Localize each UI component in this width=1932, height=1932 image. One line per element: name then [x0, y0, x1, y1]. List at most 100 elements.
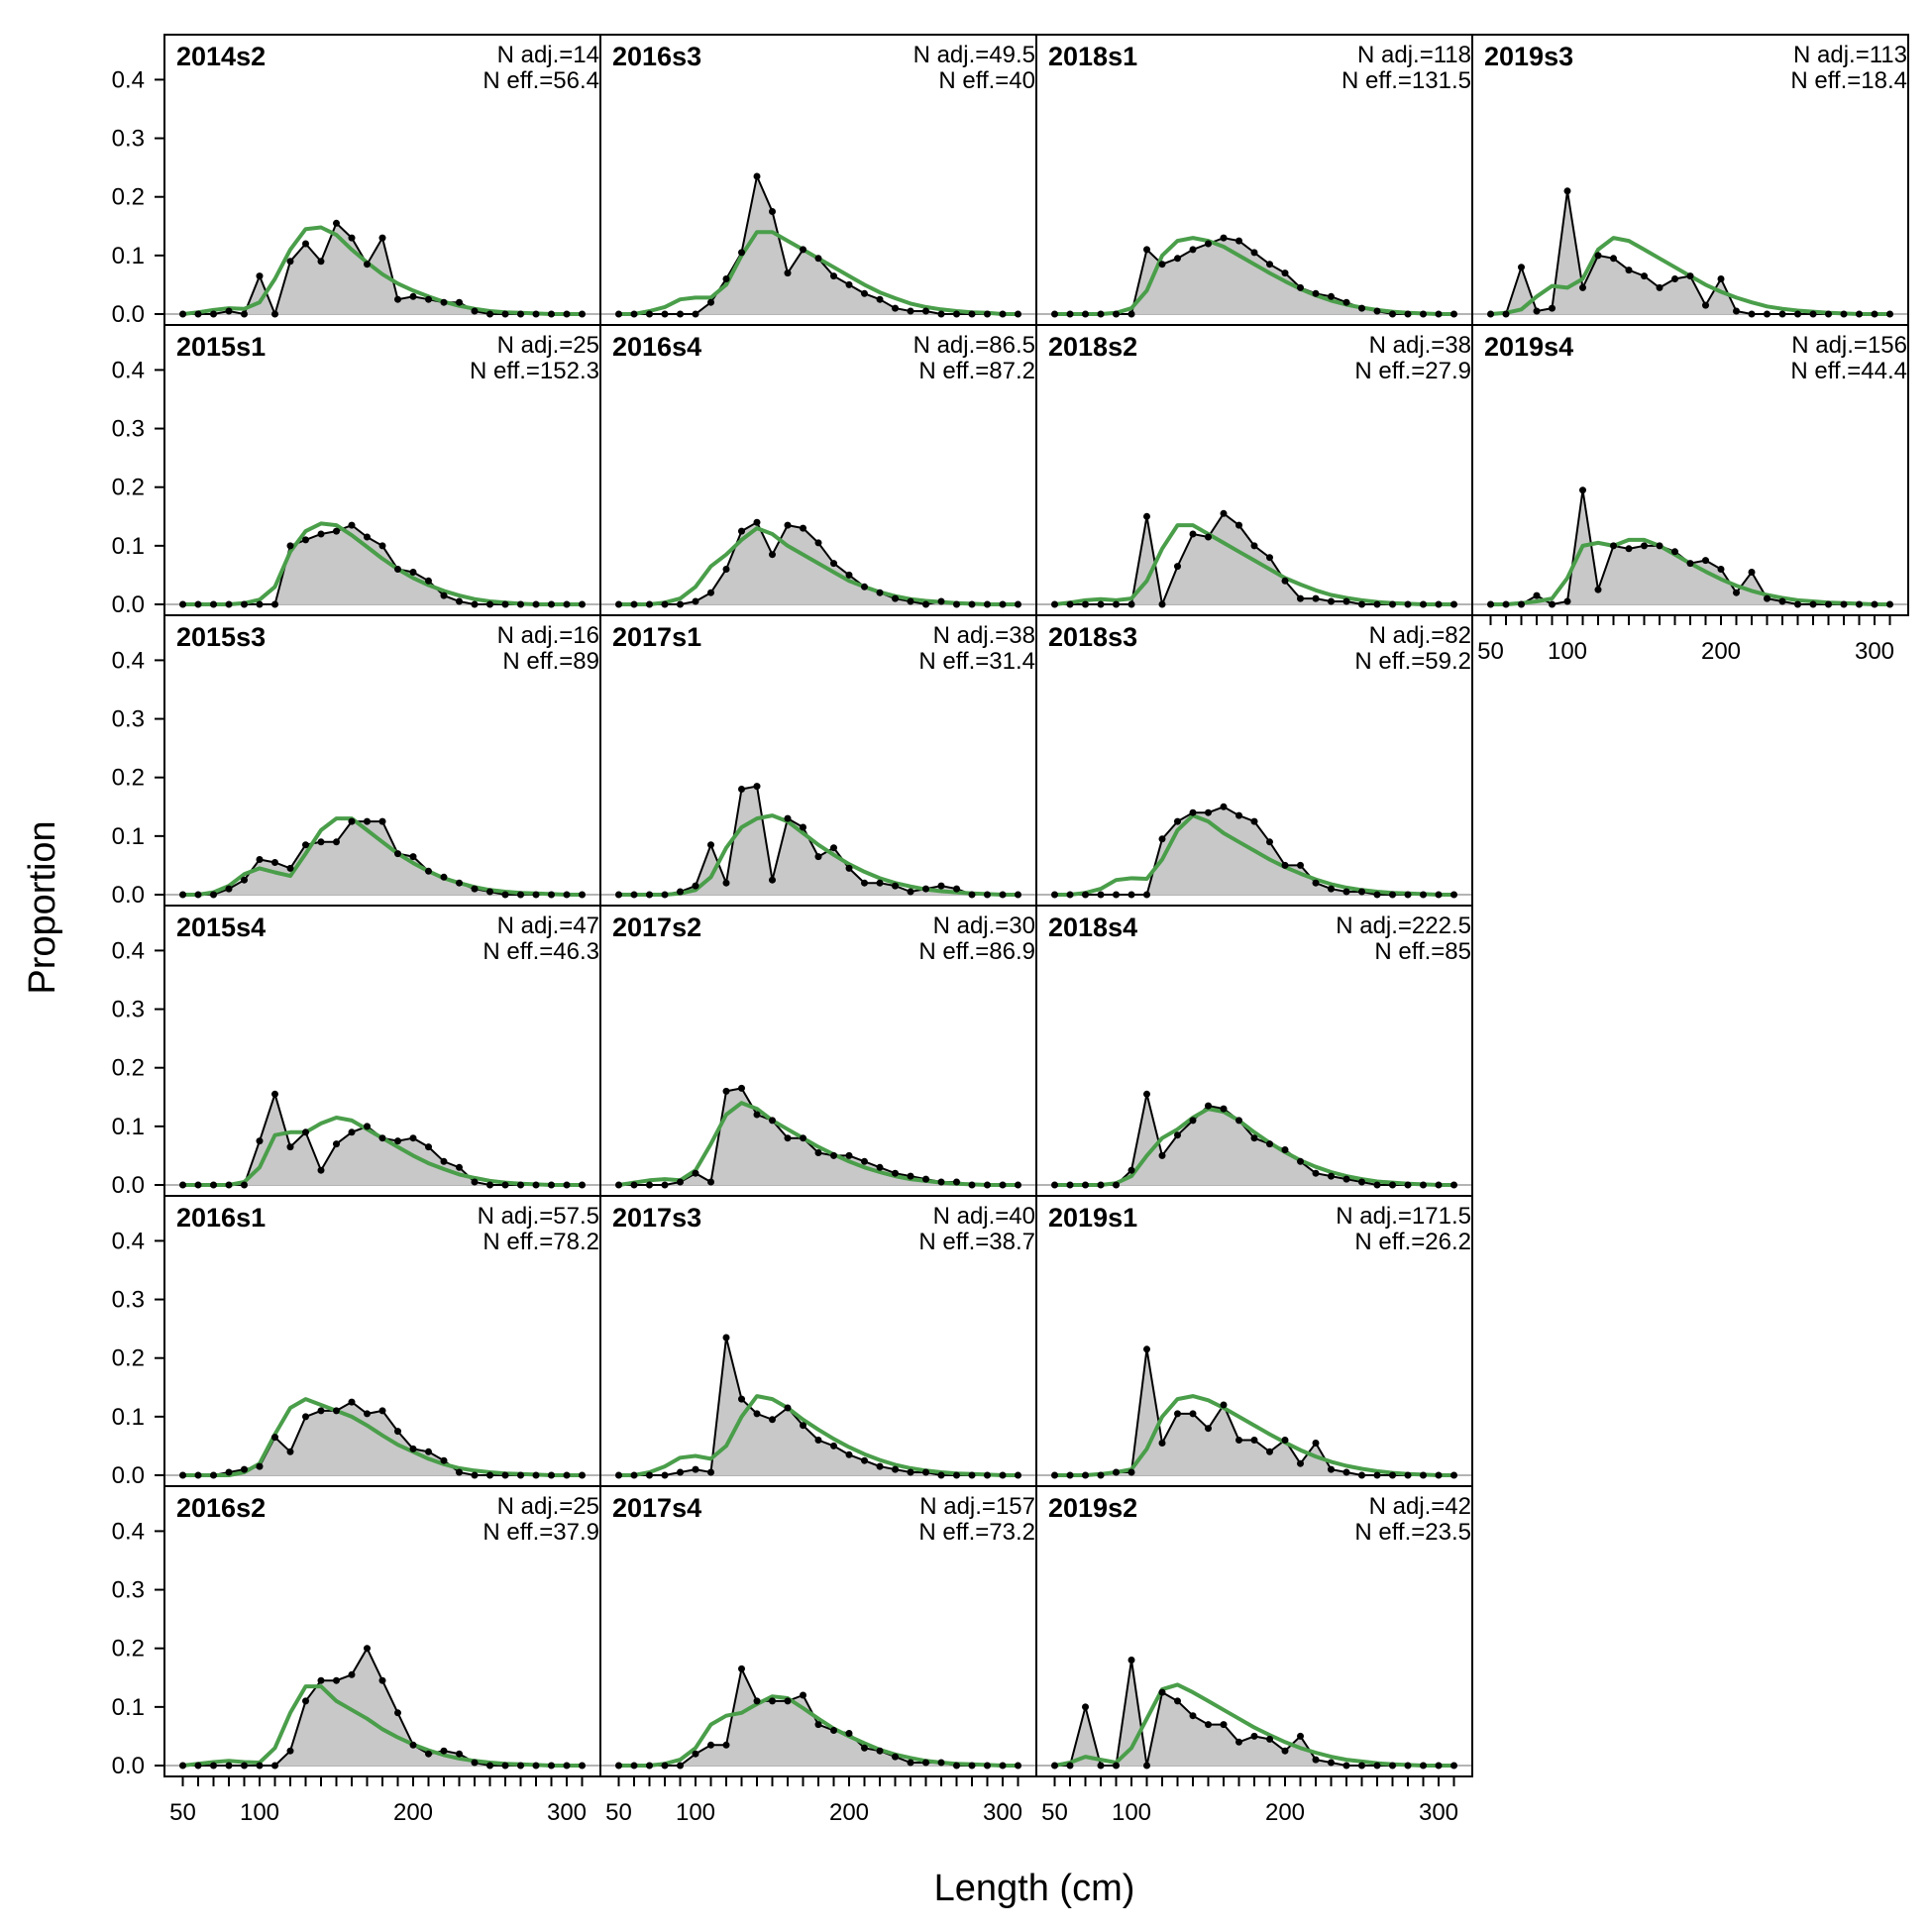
observed-point — [876, 1163, 884, 1171]
n-eff-label: N eff.=89 — [502, 648, 599, 675]
observed-point — [532, 1181, 540, 1189]
observed-point — [409, 853, 417, 861]
observed-point — [646, 891, 653, 899]
observed-point — [1549, 600, 1556, 608]
panel-label: 2017s4 — [612, 1493, 701, 1523]
panel-grid: 2014s2 N adj.=14N eff.=56.4 0.0 0.1 0.2 0.3 0.… — [112, 34, 1909, 1826]
y-tick-label: 0.2 — [112, 1636, 145, 1663]
observed-point — [845, 1151, 853, 1159]
observed-point — [769, 551, 776, 559]
observed-point — [532, 600, 540, 608]
observed-point — [999, 891, 1007, 899]
x-tick-label: 50 — [605, 1799, 632, 1826]
observed-point — [256, 856, 264, 863]
observed-point — [501, 600, 509, 608]
observed-point — [517, 1471, 524, 1479]
observed-point — [1158, 835, 1166, 843]
observed-point — [968, 1181, 976, 1189]
observed-point — [907, 597, 914, 605]
observed-point — [548, 1181, 555, 1189]
observed-point — [1748, 310, 1756, 318]
observed-point — [1015, 891, 1021, 899]
observed-point — [1205, 808, 1212, 816]
observed-point — [1113, 310, 1120, 318]
observed-point — [937, 310, 945, 318]
observed-point — [937, 597, 945, 605]
panel-2015s1: 2015s1 N adj.=25N eff.=152.3 0.0 0.1 0.2 0.3 0… — [112, 324, 601, 618]
observed-point — [845, 864, 853, 872]
observed-point — [548, 310, 555, 318]
observed-point — [271, 600, 278, 608]
observed-point — [1158, 1440, 1166, 1447]
observed-point — [1487, 310, 1494, 318]
observed-point — [1794, 600, 1801, 608]
observed-point — [210, 1471, 217, 1479]
x-axis-title: Length (cm) — [934, 1868, 1135, 1909]
observed-point — [861, 1157, 868, 1165]
y-tick-label: 0.0 — [112, 301, 145, 328]
observed-point — [1097, 1762, 1105, 1770]
observed-point — [1840, 600, 1848, 608]
observed-point — [1487, 600, 1494, 608]
observed-point — [1342, 597, 1350, 605]
observed-point — [1518, 600, 1525, 608]
observed-point — [1420, 1181, 1427, 1189]
observed-point — [256, 1137, 264, 1145]
panel-2016s3: 2016s3 N adj.=49.5N eff.=40 — [599, 34, 1037, 326]
observed-point — [425, 577, 432, 585]
panel-2014s2: 2014s2 N adj.=14N eff.=56.4 0.0 0.1 0.2 0.3 0.… — [112, 34, 601, 328]
observed-point — [1312, 879, 1320, 887]
observed-point — [1051, 1471, 1058, 1479]
observed-point — [364, 1123, 371, 1130]
observed-point — [1066, 891, 1074, 899]
observed-point — [722, 1741, 730, 1749]
observed-point — [800, 246, 806, 254]
observed-point — [953, 885, 960, 893]
n-eff-label: N eff.=18.4 — [1790, 67, 1907, 94]
observed-point — [1189, 808, 1197, 816]
expected-line — [1054, 1682, 1454, 1768]
observed-point — [317, 1407, 325, 1415]
n-adj-label: N adj.=30 — [933, 912, 1035, 939]
observed-point — [1174, 255, 1181, 263]
observed-point — [1435, 310, 1443, 318]
observed-point — [425, 295, 432, 303]
observed-point — [722, 1087, 730, 1095]
observed-point — [210, 1181, 217, 1189]
observed-point — [471, 1178, 479, 1186]
observed-point — [953, 1762, 960, 1770]
panel-2016s1: 2016s1 N adj.=57.5N eff.=78.2 0.0 0.1 0.2 0.3… — [112, 1195, 601, 1489]
observed-point — [1450, 1471, 1457, 1479]
observed-point — [814, 853, 822, 861]
observed-point — [241, 1762, 248, 1770]
observed-point — [1404, 1471, 1412, 1479]
observed-point — [830, 1151, 837, 1159]
observed-point — [1764, 594, 1771, 602]
observed-point — [984, 1181, 991, 1189]
observed-point — [1328, 597, 1335, 605]
observed-point — [1266, 554, 1273, 562]
observed-point — [317, 838, 325, 846]
y-tick-label: 0.2 — [112, 1345, 145, 1372]
observed-point — [1051, 600, 1058, 608]
observed-point — [486, 600, 493, 608]
observed-point — [271, 859, 278, 866]
observed-point — [707, 1741, 714, 1749]
observed-point — [1809, 600, 1817, 608]
observed-point — [364, 817, 371, 825]
observed-point — [1594, 586, 1602, 593]
observed-point — [210, 600, 217, 608]
observed-point — [1342, 1175, 1350, 1183]
observed-point — [784, 1134, 792, 1142]
panel-label: 2017s1 — [612, 622, 701, 652]
observed-point — [394, 1428, 401, 1436]
observed-point — [1082, 1471, 1089, 1479]
observed-point — [1250, 249, 1258, 257]
observed-point — [333, 1676, 340, 1684]
observed-fill — [618, 1088, 1019, 1185]
x-tick-label: 100 — [1548, 638, 1587, 665]
observed-point — [784, 521, 792, 529]
observed-point — [968, 310, 976, 318]
